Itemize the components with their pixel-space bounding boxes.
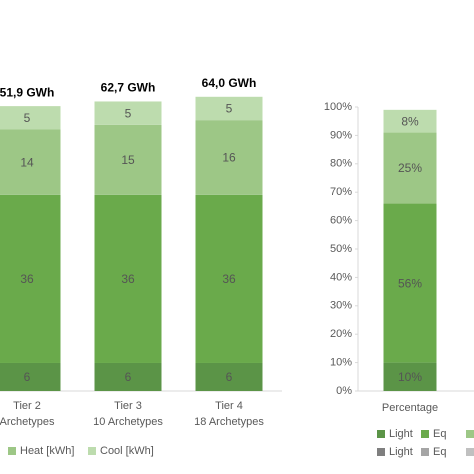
data-label: 6 bbox=[125, 370, 132, 384]
y-tick-label: 90% bbox=[330, 129, 352, 141]
bar-segment bbox=[195, 194, 263, 363]
y-tick-label: 20% bbox=[330, 328, 352, 340]
bar-segment bbox=[195, 96, 263, 121]
bar-segment bbox=[383, 132, 437, 204]
bar-segment bbox=[0, 194, 61, 363]
bar-segment bbox=[383, 109, 437, 133]
bar-segment bbox=[0, 106, 61, 130]
y-tick-label: 50% bbox=[330, 243, 352, 255]
bar-segment bbox=[94, 101, 162, 125]
total-label: 64,0 GWh bbox=[202, 76, 257, 90]
legend-swatch bbox=[466, 448, 474, 456]
data-label: 14 bbox=[20, 155, 34, 169]
data-label: 8% bbox=[401, 114, 419, 128]
total-label: 51,9 GWh bbox=[0, 85, 54, 99]
y-tick-label: 0% bbox=[336, 385, 352, 397]
bar-segment bbox=[383, 203, 437, 363]
legend-swatch bbox=[421, 430, 429, 438]
data-label: 25% bbox=[398, 161, 422, 175]
bar-segment bbox=[0, 362, 61, 391]
bar-segment bbox=[0, 129, 61, 195]
x-tick-label: Tier 4 18 Archetypes bbox=[194, 400, 264, 428]
data-label: 16 bbox=[222, 151, 236, 165]
data-label: 5 bbox=[24, 111, 31, 125]
bar-segment bbox=[195, 362, 263, 391]
y-tick-label: 40% bbox=[330, 271, 352, 283]
total-label: 62,7 GWh bbox=[101, 81, 156, 95]
legend-swatch bbox=[8, 447, 16, 455]
data-label: 6 bbox=[24, 370, 31, 384]
y-tick-label: 100% bbox=[324, 101, 352, 113]
data-label: 56% bbox=[398, 276, 422, 290]
legend-label: Light bbox=[389, 428, 413, 440]
y-tick-label: 80% bbox=[330, 158, 352, 170]
legend-swatch bbox=[466, 430, 474, 438]
x-tick-label: Percentage bbox=[382, 402, 438, 414]
legend-label: Cool [kWh] bbox=[100, 445, 154, 457]
legend-swatch bbox=[377, 448, 385, 456]
legend-swatch bbox=[377, 430, 385, 438]
data-label: 15 bbox=[121, 153, 135, 167]
bar-segment bbox=[94, 124, 162, 195]
legend-label: Light bbox=[389, 446, 413, 458]
bar-segment bbox=[195, 120, 263, 195]
data-label: 36 bbox=[222, 272, 236, 286]
data-label: 6 bbox=[226, 370, 233, 384]
y-tick-label: 10% bbox=[330, 357, 352, 369]
data-label: 10% bbox=[398, 370, 422, 384]
bar-segment bbox=[94, 362, 162, 391]
bar-segment bbox=[94, 194, 162, 363]
x-tick-label: Tier 3 10 Archetypes bbox=[93, 400, 163, 428]
legend-swatch bbox=[88, 447, 96, 455]
bar-segment bbox=[383, 362, 437, 391]
y-tick-label: 60% bbox=[330, 215, 352, 227]
y-tick-label: 70% bbox=[330, 186, 352, 198]
data-label: 5 bbox=[125, 106, 132, 120]
legend-label: Heat [kWh] bbox=[20, 445, 74, 457]
data-label: 5 bbox=[226, 102, 233, 116]
data-label: 36 bbox=[121, 272, 135, 286]
legend-swatch bbox=[421, 448, 429, 456]
data-label: 36 bbox=[20, 272, 34, 286]
x-tick-label: Tier 2 Archetypes bbox=[0, 400, 55, 428]
legend-label: Eq bbox=[433, 428, 446, 440]
legend-label: Eq bbox=[433, 446, 446, 458]
y-tick-label: 30% bbox=[330, 300, 352, 312]
